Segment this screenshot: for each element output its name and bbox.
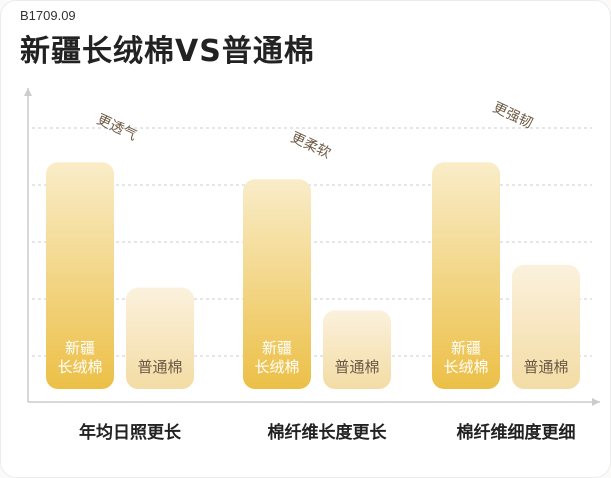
bar-label: 普通棉	[334, 358, 380, 376]
grid-lines	[32, 127, 592, 357]
bar-label: 新疆 长绒棉	[254, 339, 300, 376]
bar-xinjiang-cotton	[432, 162, 500, 389]
bar-regular-cotton	[126, 287, 194, 389]
category-label: 棉纤维细度更细	[456, 423, 576, 443]
page-title: 新疆长绒棉VS普通棉	[20, 34, 315, 69]
axes	[24, 88, 600, 406]
bar-regular-cotton	[323, 310, 391, 389]
bar-xinjiang-cotton	[243, 179, 311, 389]
bar-label: 普通棉	[137, 358, 183, 376]
x-axis-arrow	[592, 398, 600, 406]
bar-regular-cotton	[512, 264, 580, 389]
y-axis-arrow	[24, 88, 32, 96]
bar-label: 普通棉	[523, 358, 569, 376]
bar-xinjiang-cotton	[46, 162, 114, 389]
bar-label: 新疆 长绒棉	[443, 339, 489, 376]
bar-label: 新疆 长绒棉	[57, 339, 103, 376]
bars	[46, 162, 580, 389]
category-label: 年均日照更长	[79, 423, 181, 443]
product-code: B1709.09	[20, 8, 76, 23]
category-label: 棉纤维长度更长	[267, 423, 387, 443]
